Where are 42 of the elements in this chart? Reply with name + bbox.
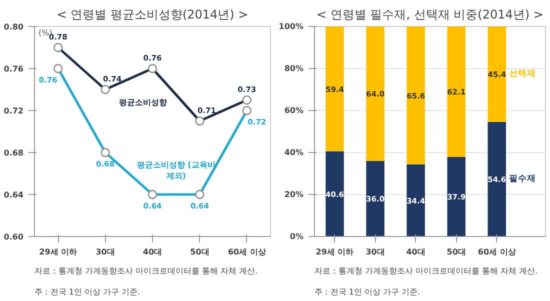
series-label: 평균소비성향 <box>119 98 168 107</box>
y-tick-label: 40% <box>284 148 304 157</box>
x-tick-label: 60세 이상 <box>228 248 266 256</box>
text: 자료 : 통계청 가계동향조사 마이크로데이터를 통해 자체 계산. <box>314 266 538 276</box>
x-tick-label: 50대 <box>190 248 210 256</box>
x-tick-label: 40대 <box>142 248 162 256</box>
bar <box>366 26 384 161</box>
y-tick-label: 0.80 <box>4 22 24 32</box>
bar <box>366 160 384 236</box>
bar <box>447 26 466 157</box>
y-tick-label: 0.72 <box>4 106 24 116</box>
x-tick-label: 29세 이하 <box>39 248 78 256</box>
series-label: 평균소비성향 (교육비 제외) <box>136 160 216 180</box>
y-tick-label: 0.76 <box>4 64 24 74</box>
y-tick-label: 0.64 <box>4 190 24 200</box>
text: 주 : 전국 1인 이상 가구 기준. <box>34 288 140 296</box>
bar <box>488 122 506 236</box>
x-tick-label: 30대 <box>366 248 385 256</box>
bar <box>406 26 425 164</box>
x-tick-label: 60세 이상 <box>478 248 516 256</box>
bar <box>406 164 425 236</box>
x-tick-label: 30대 <box>96 248 115 256</box>
text: 주 : 전국 1인 이상 가구 기준. <box>314 288 420 296</box>
bar <box>326 26 344 152</box>
y-tick-label: 0.60 <box>4 232 24 242</box>
x-tick-label: 40대 <box>406 248 426 256</box>
bar <box>326 151 344 236</box>
x-tick-label: 50대 <box>446 248 466 256</box>
y-tick-label: 100% <box>278 22 304 31</box>
bar <box>447 156 466 236</box>
y-tick-label: 0% <box>290 232 304 241</box>
chart-title: < 연령별 필수재, 선택재 비중(2014년) > <box>316 8 544 22</box>
y-tick-label: 80% <box>284 64 304 73</box>
text: 자료 : 통계청 가계동향조사 마이크로데이터를 통해 자체 계산. <box>34 266 258 276</box>
y-tick-label: 20% <box>284 190 304 199</box>
y-tick-label: 0.68 <box>4 148 24 158</box>
x-tick-label: 29세 이하 <box>316 248 354 256</box>
chart-title: < 연령별 평균소비성향(2014년) > <box>56 8 248 22</box>
bar <box>488 26 506 122</box>
series-label: 필수재 <box>508 174 536 184</box>
y-tick-label: 60% <box>284 106 304 115</box>
series-label: 선택재 <box>508 69 536 80</box>
